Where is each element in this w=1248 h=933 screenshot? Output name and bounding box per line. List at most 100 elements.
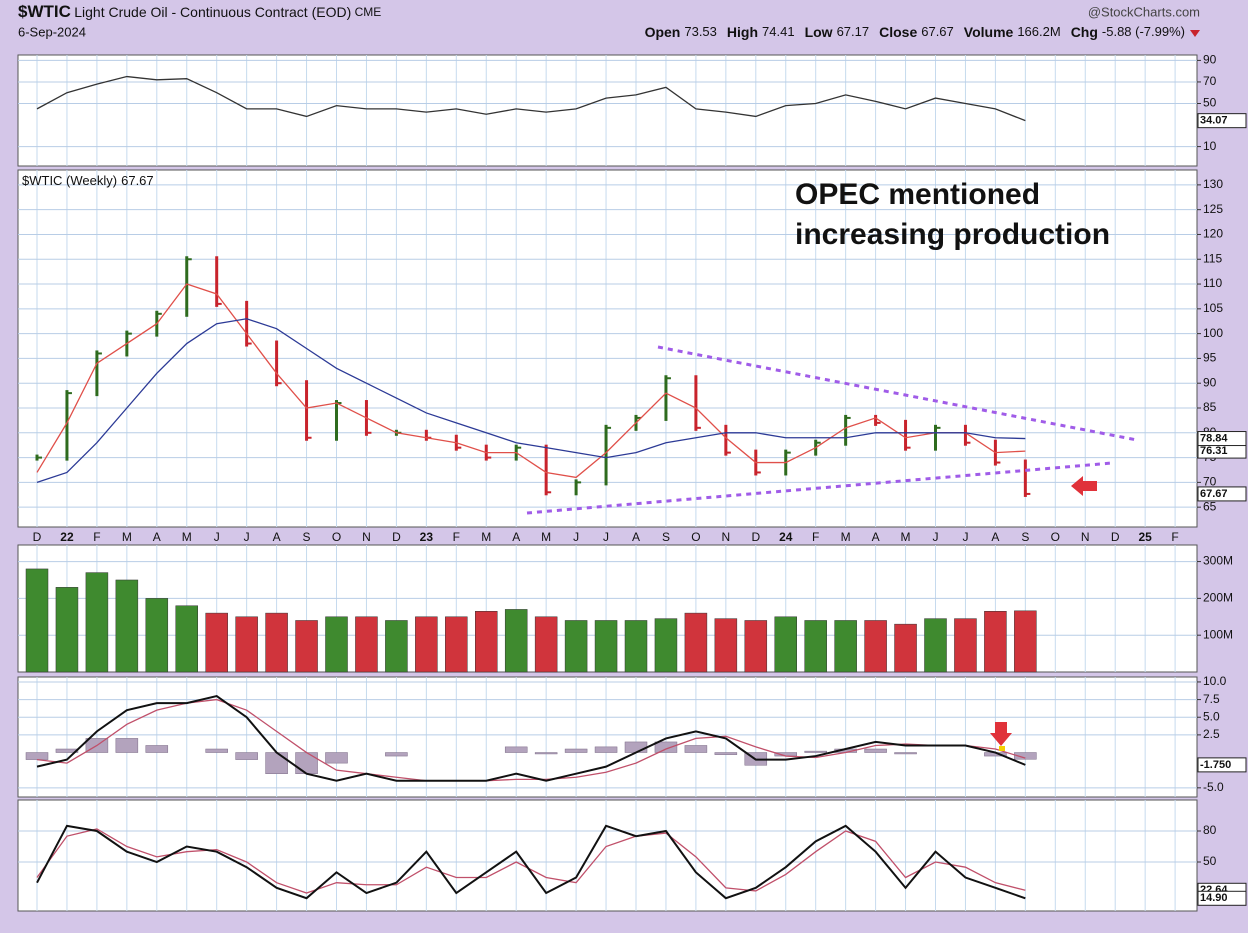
y-tick-label: 100M (1203, 627, 1233, 641)
histogram-bar (504, 746, 528, 753)
y-tick-label: 120 (1203, 227, 1223, 241)
y-tick-label: 115 (1203, 251, 1222, 265)
y-tick-label: 125 (1203, 202, 1223, 216)
y-tick-label: 200M (1203, 591, 1233, 605)
x-tick-label: J (933, 530, 939, 544)
volume-bar (235, 616, 258, 673)
histogram-bar (534, 752, 558, 755)
volume-bar (295, 620, 318, 673)
name: Light Crude Oil - Continuous Contract (E… (74, 4, 351, 20)
red-arrow (1071, 476, 1097, 496)
series-line (36, 824, 1026, 900)
plots: 1050709034.07657075808590951001051101151… (17, 53, 1247, 912)
y-tick-label: 300M (1203, 554, 1233, 568)
y-tick-label: 130 (1203, 177, 1223, 191)
volume-bar (804, 620, 827, 673)
y-tick-label: 100 (1203, 326, 1223, 340)
histogram-bar (55, 748, 79, 753)
histogram-bar (624, 741, 648, 753)
volume-bar (415, 616, 438, 673)
x-tick-label: M (122, 530, 132, 544)
y-tick-label: 95 (1203, 351, 1217, 365)
histogram-bar (265, 752, 288, 774)
quote-value: 74.41 (762, 24, 795, 39)
y-tick-label: 10.0 (1203, 674, 1227, 688)
volume-bar (25, 568, 49, 673)
volume-bar (355, 616, 378, 673)
histogram-bar (205, 748, 228, 753)
y-tick-label: -5.0 (1203, 780, 1224, 794)
volume-bar (714, 618, 738, 673)
panel (17, 799, 1198, 912)
x-tick-label: A (273, 530, 281, 544)
histogram-bar (714, 752, 738, 755)
quote-label: High (727, 24, 758, 40)
x-tick-label: O (1051, 530, 1060, 544)
red-arrow (990, 722, 1012, 746)
y-tick-label: 65 (1203, 499, 1217, 513)
series-line (36, 828, 1026, 894)
y-tick-label: 70 (1203, 74, 1217, 88)
y-tick-label: 50 (1203, 96, 1217, 110)
y-tick-label: 5.0 (1203, 709, 1220, 723)
quote: Open 73.53 High 74.41 Low 67.17 Close 67.67 Volu… (645, 24, 1185, 40)
series-line (36, 283, 1026, 479)
quote-label: Volume (964, 24, 1014, 40)
signal-marker (999, 746, 1005, 751)
x-tick-label: D (1111, 530, 1120, 544)
volume-bar (385, 620, 408, 673)
last-value-box (1197, 113, 1247, 129)
source: @StockCharts.com (1088, 4, 1200, 19)
last-value-box (1197, 890, 1247, 906)
volume-bar (325, 616, 348, 673)
y-tick-label: 105 (1203, 301, 1223, 315)
volume-bar (534, 616, 558, 673)
y-tick-label: 80 (1203, 823, 1217, 837)
x-tick-label: A (991, 530, 999, 544)
x-tick-label: 22 (60, 530, 74, 544)
volume-bar (115, 579, 139, 673)
volume-bar (475, 611, 498, 673)
volume-bar (624, 620, 648, 673)
price-legend: $WTIC (Weekly) 67.67 (22, 173, 154, 188)
x-tick-label: N (1081, 530, 1090, 544)
volume-bar (744, 620, 768, 673)
x-tick-label: S (303, 530, 311, 544)
quote-value: 166.2M (1017, 24, 1060, 39)
quote-value: -5.88 (-7.99%) (1102, 24, 1185, 39)
last-value-box (1197, 486, 1247, 502)
histogram-bar (1014, 752, 1037, 760)
x-tick-label: D (33, 530, 42, 544)
histogram-bar (804, 750, 827, 753)
histogram-bar (564, 748, 588, 753)
volume-bar (834, 620, 857, 673)
volume-bar (594, 620, 618, 673)
x-tick-label: A (153, 530, 161, 544)
volume-bar (864, 620, 887, 673)
exchange: CME (355, 5, 382, 19)
y-tick-label: 85 (1203, 400, 1217, 414)
y-tick-label: 90 (1203, 375, 1217, 389)
volume-bar (504, 609, 528, 673)
date: 6-Sep-2024 (18, 24, 86, 39)
quote-label: Open (645, 24, 681, 40)
quote-value: 67.67 (921, 24, 954, 39)
y-tick-label: 50 (1203, 854, 1217, 868)
volume-bar (1014, 610, 1037, 673)
quote-label: Low (805, 24, 833, 40)
volume-bar (774, 616, 797, 673)
y-tick-label: 110 (1203, 276, 1222, 290)
histogram-bar (295, 752, 318, 774)
histogram-bar (385, 752, 408, 757)
annotation: OPEC mentioned (795, 178, 1040, 211)
quote-value: 73.53 (684, 24, 717, 39)
histogram-bar (145, 745, 169, 753)
legend-value: 67.67 (121, 173, 154, 188)
y-tick-label: 90 (1203, 53, 1217, 67)
volume-bar (445, 616, 468, 673)
quote-value: 67.17 (837, 24, 870, 39)
volume-bar (684, 612, 708, 673)
histogram-bar (864, 748, 887, 753)
x-tick-label: 24 (779, 530, 793, 544)
x-tick-label: D (392, 530, 401, 544)
